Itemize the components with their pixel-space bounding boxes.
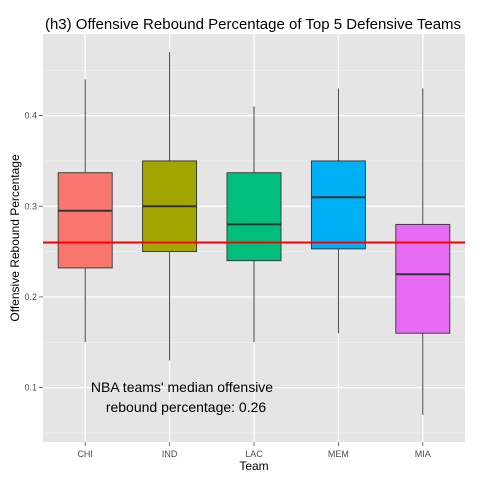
box-ind xyxy=(142,52,198,361)
annotation: NBA teams' median offensive rebound perc… xyxy=(91,379,273,415)
box-chi xyxy=(57,79,113,343)
box-body xyxy=(57,172,113,269)
annotation-line-2: rebound percentage: 0.26 xyxy=(106,399,267,415)
annotation-line-1: NBA teams' median offensive xyxy=(91,379,273,395)
x-tick-label: CHI xyxy=(77,449,93,459)
box-body xyxy=(310,160,366,250)
y-tick-label: 0.3 xyxy=(24,201,37,211)
box-body xyxy=(395,223,451,334)
box-body xyxy=(226,172,282,262)
chart-title: (h3) Offensive Rebound Percentage of Top… xyxy=(45,16,461,33)
box-lac xyxy=(226,106,282,343)
x-tick-label: MIA xyxy=(415,449,431,459)
y-tick-label: 0.2 xyxy=(24,292,37,302)
y-tick-label: 0.1 xyxy=(24,383,37,393)
x-tick-label: IND xyxy=(162,449,178,459)
x-tick-label: MEM xyxy=(328,449,349,459)
axis-ticks: 0.1 0.2 0.3 0.4 CHI IND LAC MEM MIA xyxy=(24,111,430,459)
y-tick-label: 0.4 xyxy=(24,111,37,121)
y-axis-title: Offensive Rebound Percentage xyxy=(8,154,22,322)
box-mem xyxy=(310,88,366,334)
x-tick-label: LAC xyxy=(245,449,263,459)
x-axis-title: Team xyxy=(239,459,268,473)
